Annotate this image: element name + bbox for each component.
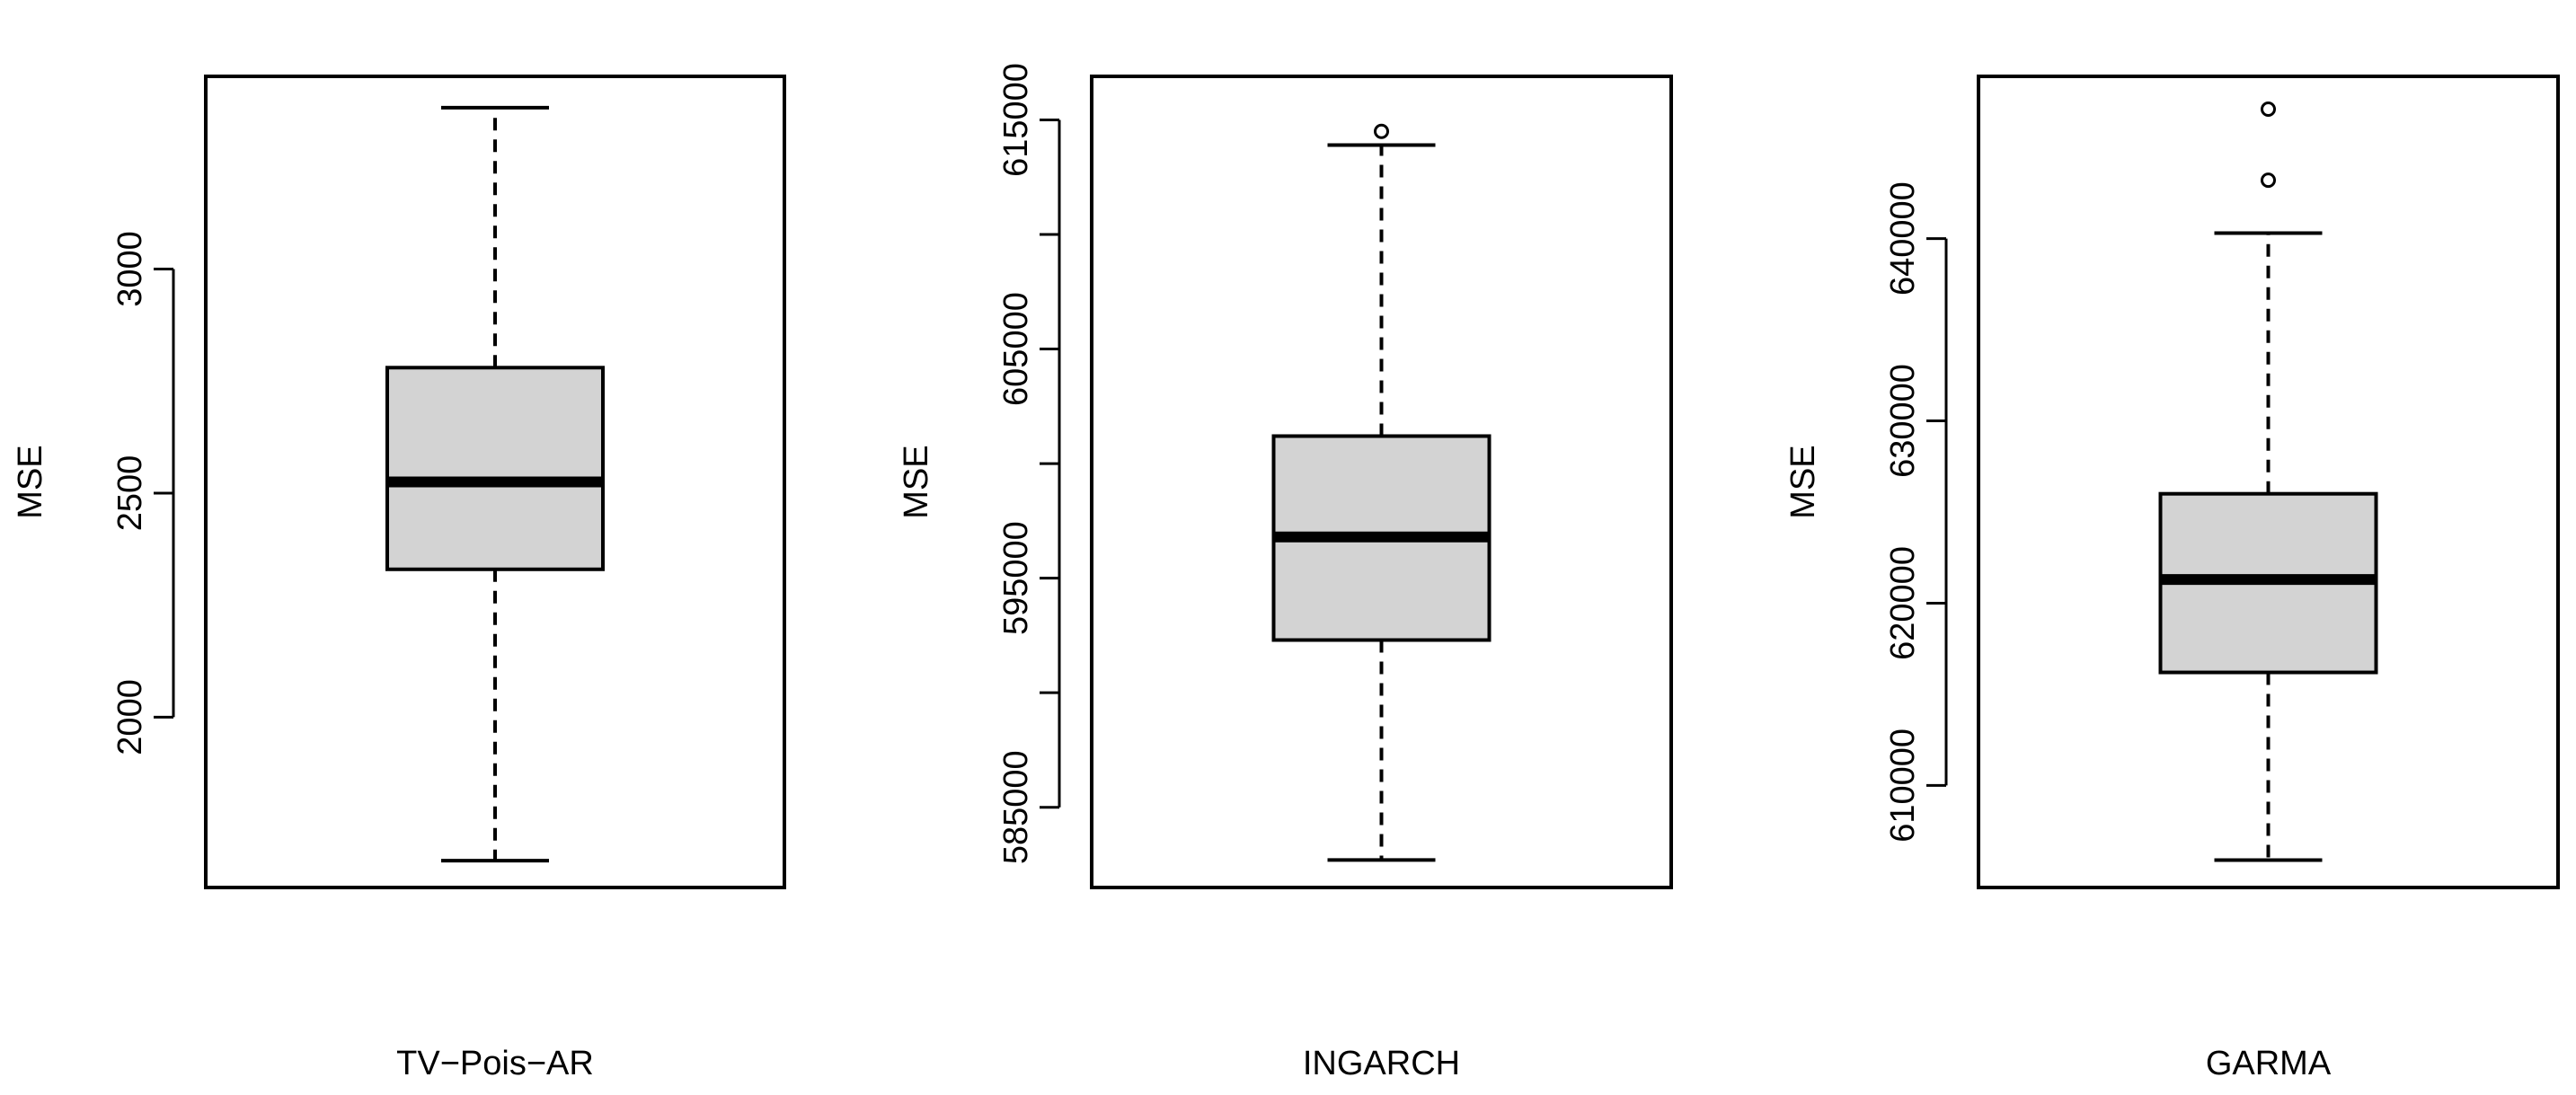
y-axis-label: MSE — [898, 445, 935, 518]
y-tick-label: 595000 — [997, 521, 1035, 635]
outlier-point — [2261, 102, 2276, 118]
panel-1: 2000 2500 3000 MSE TV−Pois−AR — [12, 75, 786, 1082]
y-tick-label: 630000 — [1884, 364, 1922, 478]
plot-frame — [204, 75, 786, 889]
y-tick-label: 585000 — [997, 750, 1035, 864]
y-axis-label: MSE — [12, 445, 49, 518]
plot-frame — [1977, 75, 2560, 889]
y-tick-label: 605000 — [997, 292, 1035, 406]
y-tick-label: 620000 — [1884, 546, 1922, 660]
x-axis-label: INGARCH — [1303, 1045, 1460, 1082]
y-tick-label: 610000 — [1884, 729, 1922, 843]
outlier-point — [2261, 172, 2276, 189]
outlier-point — [1374, 123, 1389, 139]
y-tick-label: 640000 — [1884, 181, 1922, 296]
iqr-box — [385, 366, 605, 571]
panel-2: 585000 595000 605000 615000 MSE INGARCH — [898, 63, 1673, 1082]
x-axis-label: TV−Pois−AR — [396, 1045, 594, 1082]
y-tick-label: 615000 — [997, 63, 1035, 177]
y-axis-label: MSE — [1784, 445, 1822, 518]
y-tick-label: 3000 — [111, 231, 149, 307]
y-tick-label: 2500 — [111, 455, 149, 532]
x-axis-label: GARMA — [2206, 1045, 2332, 1082]
y-tick-label: 2000 — [111, 679, 149, 755]
panel-3: 610000 620000 630000 640000 MSE GARMA — [1784, 75, 2560, 1082]
plot-frame — [1090, 75, 1673, 889]
